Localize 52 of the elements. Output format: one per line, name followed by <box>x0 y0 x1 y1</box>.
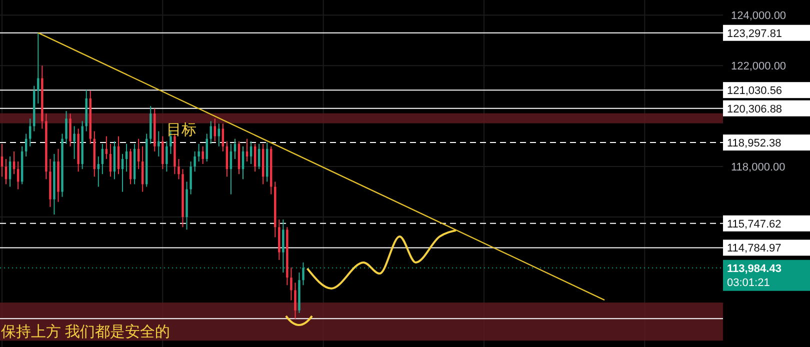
candlestick <box>222 123 224 152</box>
text: 03:01:21 <box>727 276 770 289</box>
ref-line-label: 123,297.81 <box>727 28 782 40</box>
candlestick <box>69 113 72 147</box>
candlestick <box>294 282 296 320</box>
candlestick <box>0 143 4 178</box>
candlestick <box>29 118 32 147</box>
candlestick <box>65 110 68 144</box>
candlestick <box>250 140 252 165</box>
candlestick <box>210 120 212 144</box>
candlestick <box>194 150 196 172</box>
band-label: 目标 <box>166 121 197 138</box>
ref-line-label: 120,306.88 <box>727 103 782 116</box>
candlestick <box>234 138 236 160</box>
candlestick <box>12 150 16 175</box>
ref-line-label: 113,984.43 <box>727 262 782 275</box>
candlestick <box>162 136 164 170</box>
candlestick <box>282 219 284 274</box>
ref-line-label: 114,784.97 <box>727 242 782 255</box>
candlestick <box>101 143 104 175</box>
ref-line-label: 115,747.62 <box>727 218 782 230</box>
candlestick <box>190 161 192 195</box>
candlestick <box>198 143 200 162</box>
candlestick <box>109 143 112 178</box>
candlestick <box>214 118 216 142</box>
candlestick <box>178 158 180 180</box>
candlestick <box>37 32 40 104</box>
ref-line-label: 121,030.56 <box>727 85 782 98</box>
candlestick <box>121 153 124 192</box>
y-tick-label: 118,000.00 <box>731 162 786 174</box>
band-label: 保持上方 我们都是安全的 <box>1 324 170 341</box>
candlestick <box>117 136 120 175</box>
candlestick <box>8 156 12 188</box>
candlestick <box>141 146 144 192</box>
candlestick <box>226 140 228 178</box>
ref-line-label: 118,952.38 <box>727 138 782 150</box>
candlestick <box>302 262 304 286</box>
y-tick-label: 122,000.00 <box>731 60 786 73</box>
candlestick <box>242 146 244 180</box>
candlestick <box>202 146 204 165</box>
candlestick <box>166 140 168 172</box>
candlestick <box>258 143 260 170</box>
candlestick <box>254 143 256 172</box>
candlestick <box>230 143 232 195</box>
candlestick <box>206 133 208 162</box>
candlestick <box>73 126 76 160</box>
candlestick <box>290 267 292 301</box>
candlestick <box>125 143 128 172</box>
candlestick <box>218 123 220 147</box>
candlestick <box>158 130 160 157</box>
y-tick-label: 124,000.00 <box>731 10 786 22</box>
line-series <box>306 229 457 290</box>
